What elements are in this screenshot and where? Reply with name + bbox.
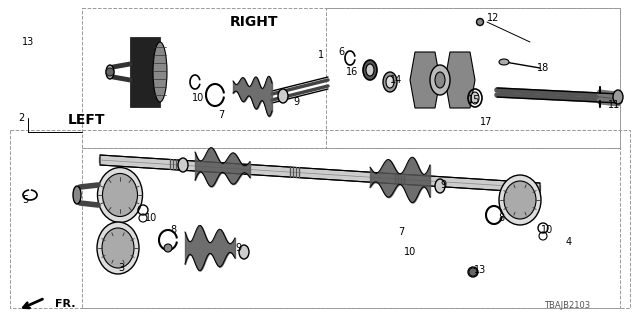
- Text: 15: 15: [468, 95, 481, 105]
- Circle shape: [164, 244, 172, 252]
- Text: 2: 2: [18, 113, 24, 123]
- Text: 11: 11: [608, 100, 620, 110]
- Ellipse shape: [178, 158, 188, 172]
- Text: 3: 3: [118, 263, 124, 273]
- Ellipse shape: [278, 89, 288, 103]
- Ellipse shape: [106, 65, 114, 79]
- Ellipse shape: [468, 267, 478, 277]
- Text: 6: 6: [338, 47, 344, 57]
- Ellipse shape: [102, 228, 134, 268]
- Polygon shape: [130, 37, 160, 107]
- Text: 7: 7: [398, 227, 404, 237]
- Text: 4: 4: [566, 237, 572, 247]
- Ellipse shape: [97, 167, 143, 222]
- Text: 12: 12: [487, 13, 499, 23]
- Text: 10: 10: [541, 225, 553, 235]
- Text: 8: 8: [498, 213, 504, 223]
- Text: 1: 1: [318, 50, 324, 60]
- Text: 10: 10: [404, 247, 416, 257]
- Ellipse shape: [471, 92, 479, 104]
- Text: 13: 13: [22, 37, 35, 47]
- Text: 9: 9: [440, 180, 446, 190]
- Circle shape: [469, 268, 477, 276]
- Polygon shape: [410, 52, 440, 108]
- Ellipse shape: [153, 42, 167, 102]
- Ellipse shape: [102, 173, 138, 217]
- Ellipse shape: [73, 186, 81, 204]
- Polygon shape: [100, 155, 540, 193]
- Text: 9: 9: [293, 97, 299, 107]
- FancyArrowPatch shape: [24, 299, 42, 308]
- Ellipse shape: [430, 65, 450, 95]
- Polygon shape: [445, 52, 475, 108]
- Text: 18: 18: [537, 63, 549, 73]
- Ellipse shape: [613, 90, 623, 104]
- Text: 13: 13: [474, 265, 486, 275]
- Ellipse shape: [383, 72, 397, 92]
- Ellipse shape: [239, 245, 249, 259]
- Ellipse shape: [366, 64, 374, 76]
- Text: 16: 16: [346, 67, 358, 77]
- Text: 8: 8: [170, 225, 176, 235]
- Circle shape: [106, 68, 114, 76]
- Ellipse shape: [504, 181, 536, 219]
- Ellipse shape: [363, 60, 377, 80]
- Ellipse shape: [97, 222, 139, 274]
- Text: 10: 10: [192, 93, 204, 103]
- Ellipse shape: [386, 76, 394, 88]
- Text: FR.: FR.: [55, 299, 76, 309]
- Ellipse shape: [477, 19, 483, 26]
- Text: TBAJB2103: TBAJB2103: [544, 301, 590, 310]
- Ellipse shape: [499, 59, 509, 65]
- Text: 5: 5: [22, 195, 28, 205]
- Text: 14: 14: [390, 75, 403, 85]
- Text: 17: 17: [480, 117, 492, 127]
- Text: RIGHT: RIGHT: [230, 15, 278, 29]
- Text: 9: 9: [235, 243, 241, 253]
- Text: LEFT: LEFT: [68, 113, 106, 127]
- Text: 10: 10: [145, 213, 157, 223]
- Ellipse shape: [435, 179, 445, 193]
- Ellipse shape: [435, 72, 445, 88]
- Ellipse shape: [499, 175, 541, 225]
- Text: 7: 7: [218, 110, 224, 120]
